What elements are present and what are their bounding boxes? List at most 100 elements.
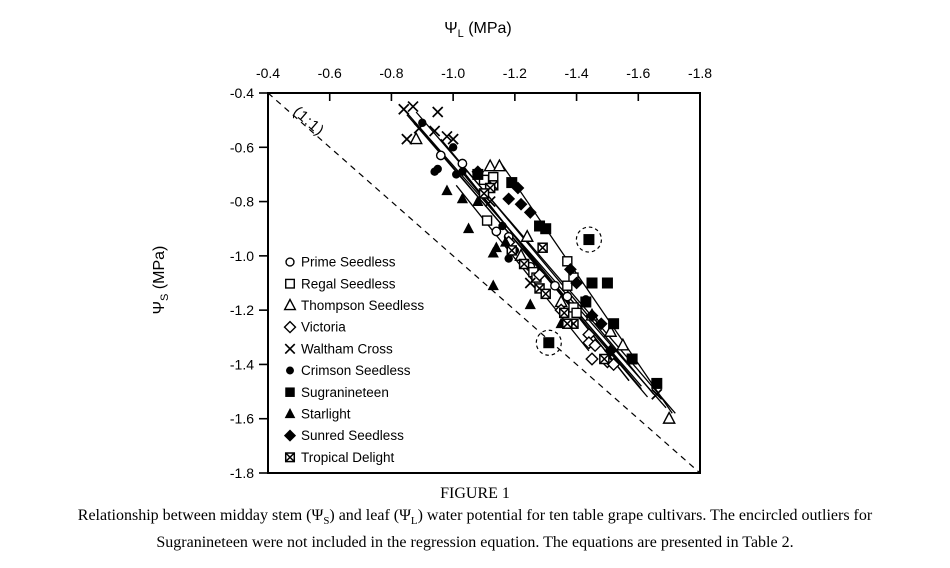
- data-point-victoria: [606, 357, 621, 372]
- y-tick-label: -1.6: [230, 411, 254, 427]
- y-axis-title: ΨS (MPa): [151, 246, 171, 315]
- regression-line-waltham-cross: [403, 108, 667, 409]
- figure-caption-line2: Sugranineteen were not included in the r…: [156, 534, 794, 552]
- data-point-regal-seedless: [571, 307, 582, 319]
- data-point-tropical-delight: [519, 258, 530, 270]
- legend-marker-circle-filled: [286, 366, 294, 375]
- legend-marker-square-filled: [285, 387, 295, 397]
- data-point-sugranineteen: [534, 220, 546, 232]
- data-point-sunred-seedless: [594, 317, 608, 331]
- caption-text: ) water potential for ten table grape cu…: [417, 507, 873, 524]
- x-tick-label: -0.8: [379, 65, 403, 81]
- legend-label: Regal Seedless: [301, 276, 396, 291]
- data-point-starlight: [487, 246, 499, 258]
- legend-label: Sunred Seedless: [301, 428, 404, 443]
- legend-marker-diamond-open: [283, 320, 297, 334]
- x-tick-label: -1.4: [565, 65, 589, 81]
- data-point-tropical-delight: [506, 245, 517, 256]
- caption-text: ) and leaf (Ψ: [329, 507, 411, 524]
- y-tick-label: -1.4: [230, 356, 254, 372]
- outlier-point-sugranineteen: [543, 337, 555, 349]
- legend-marker-triangle-open: [283, 298, 297, 311]
- data-point-waltham-cross: [429, 125, 441, 137]
- caption-sub-s: S: [323, 515, 330, 528]
- data-point-tropical-delight: [599, 353, 610, 365]
- data-point-victoria: [532, 268, 547, 282]
- y-tick-label: -1.0: [230, 248, 254, 264]
- data-point-crimson-seedless: [498, 221, 507, 231]
- one-to-one-label: (1:1): [290, 103, 328, 139]
- legend-label: Tropical Delight: [301, 450, 395, 465]
- data-point-tropical-delight: [534, 283, 545, 294]
- data-point-sunred-seedless: [523, 206, 537, 219]
- legend-label: Waltham Cross: [301, 341, 393, 356]
- y-tick-label: -0.4: [230, 85, 254, 101]
- data-point-waltham-cross: [398, 103, 410, 115]
- data-point-prime-seedless: [562, 291, 573, 302]
- data-point-starlight: [500, 236, 512, 247]
- plot-border: [267, 92, 701, 474]
- data-point-starlight: [524, 298, 536, 310]
- data-point-prime-seedless: [435, 150, 446, 161]
- data-point-thompson-seedless: [483, 158, 497, 172]
- legend-marker-diamond-filled: [283, 429, 297, 442]
- legend-marker-circle-open: [285, 257, 295, 267]
- data-point-thompson-seedless: [603, 324, 618, 337]
- data-point-tropical-delight: [562, 318, 573, 329]
- data-point-sugranineteen: [626, 353, 638, 365]
- data-point-starlight: [441, 184, 453, 196]
- data-point-thompson-seedless: [520, 229, 534, 242]
- data-point-crimson-seedless: [504, 254, 513, 263]
- legend-marker-square-x: [285, 452, 295, 463]
- outlier-circle: [535, 329, 562, 356]
- data-point-sugranineteen: [601, 277, 613, 289]
- data-point-tropical-delight: [540, 288, 551, 299]
- data-point-tropical-delight: [559, 307, 570, 318]
- data-point-sunred-seedless: [511, 181, 525, 195]
- data-point-waltham-cross: [407, 100, 419, 113]
- legend-label: Thompson Seedless: [301, 298, 424, 313]
- data-point-thompson-seedless: [409, 131, 423, 145]
- x-tick-label: -1.0: [441, 65, 465, 81]
- data-point-sugranineteen: [506, 177, 518, 189]
- data-point-waltham-cross: [524, 277, 536, 289]
- data-point-prime-seedless: [491, 226, 502, 237]
- data-point-sunred-seedless: [564, 263, 577, 276]
- data-point-thompson-seedless: [492, 158, 507, 172]
- y-tick-label: -1.2: [230, 302, 254, 318]
- legend-label: Victoria: [301, 320, 346, 335]
- data-point-waltham-cross: [651, 388, 663, 400]
- data-point-thompson-seedless: [616, 337, 630, 351]
- data-point-crimson-seedless: [448, 143, 458, 152]
- x-tick-label: -1.2: [503, 65, 527, 81]
- data-point-tropical-delight: [537, 242, 548, 253]
- data-point-starlight: [487, 279, 499, 291]
- data-point-sunred-seedless: [471, 165, 485, 179]
- data-point-sunred-seedless: [585, 309, 599, 322]
- x-tick-label: -0.6: [318, 65, 342, 81]
- data-point-thompson-seedless: [662, 411, 676, 424]
- regression-line-thompson-seedless: [415, 111, 676, 414]
- legend-marker-square-open: [285, 278, 295, 289]
- y-tick-label: -0.6: [230, 139, 254, 155]
- data-point-prime-seedless: [457, 158, 468, 169]
- data-point-crimson-seedless: [458, 167, 467, 176]
- data-point-waltham-cross: [484, 195, 496, 208]
- data-point-sunred-seedless: [570, 276, 583, 290]
- data-point-sunred-seedless: [502, 192, 516, 206]
- y-tick-label: -0.8: [230, 194, 254, 210]
- caption-sub-l: L: [410, 515, 418, 528]
- y-tick-label: -1.8: [230, 465, 254, 481]
- regression-line-sugranineteen: [498, 160, 673, 414]
- regression-line-tropical-delight: [464, 174, 630, 382]
- figure-title: FIGURE 1: [440, 485, 510, 502]
- legend-label: Starlight: [301, 407, 351, 422]
- scatter-plot: (1:1) -0.4 -0.6 -0.8 -1.0 -1.2 -1.4 -1.6 -1.8 -0.…: [151, 20, 712, 481]
- data-point-crimson-seedless: [418, 118, 427, 128]
- legend-marker-x: [284, 343, 296, 355]
- x-tick-label: -0.4: [256, 65, 280, 81]
- data-point-regal-seedless: [481, 215, 493, 226]
- data-point-waltham-cross: [447, 133, 459, 145]
- data-point-regal-seedless: [562, 256, 573, 267]
